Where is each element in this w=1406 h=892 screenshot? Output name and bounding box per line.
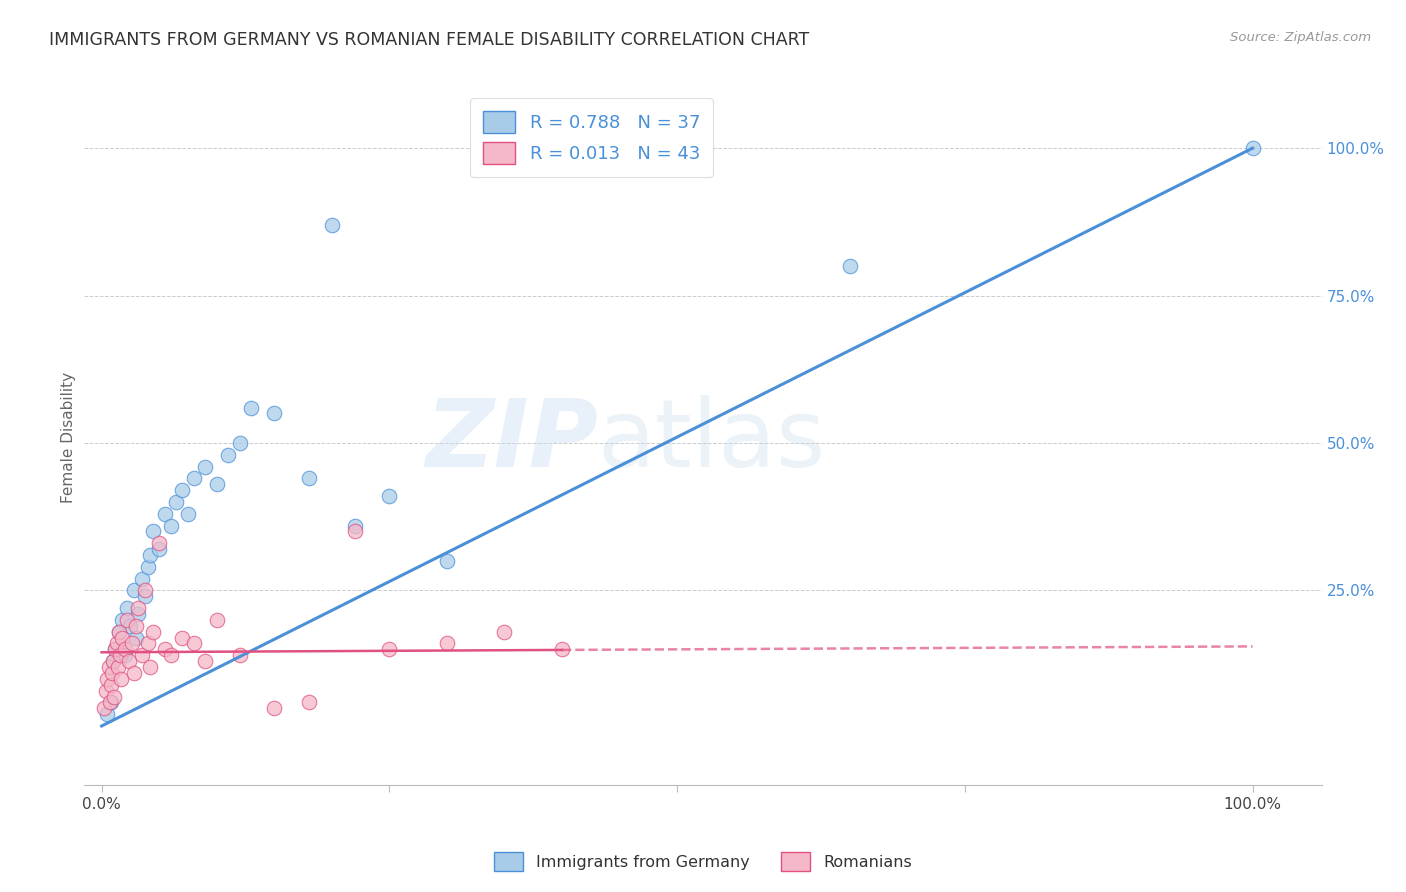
Point bbox=[134, 589, 156, 603]
Point bbox=[436, 554, 458, 568]
Point bbox=[177, 507, 200, 521]
Point bbox=[378, 489, 401, 503]
Text: Source: ZipAtlas.com: Source: ZipAtlas.com bbox=[1230, 31, 1371, 45]
Point bbox=[134, 583, 156, 598]
Point bbox=[343, 524, 366, 539]
Point bbox=[93, 701, 115, 715]
Point bbox=[98, 695, 121, 709]
Point bbox=[96, 672, 118, 686]
Point bbox=[100, 678, 122, 692]
Point bbox=[148, 536, 170, 550]
Point bbox=[321, 218, 343, 232]
Point bbox=[136, 636, 159, 650]
Point bbox=[107, 660, 129, 674]
Point bbox=[114, 642, 136, 657]
Point bbox=[110, 672, 132, 686]
Point bbox=[159, 648, 181, 663]
Text: ZIP: ZIP bbox=[425, 394, 598, 486]
Point bbox=[136, 559, 159, 574]
Point bbox=[172, 483, 194, 497]
Point bbox=[263, 701, 285, 715]
Point bbox=[131, 572, 153, 586]
Legend: Immigrants from Germany, Romanians: Immigrants from Germany, Romanians bbox=[488, 845, 918, 878]
Point bbox=[139, 548, 162, 562]
Point bbox=[127, 601, 149, 615]
Point bbox=[118, 654, 141, 668]
Point bbox=[343, 518, 366, 533]
Point bbox=[125, 631, 148, 645]
Point bbox=[96, 707, 118, 722]
Point bbox=[122, 583, 145, 598]
Point bbox=[205, 613, 228, 627]
Point bbox=[494, 624, 516, 639]
Point bbox=[153, 642, 176, 657]
Point bbox=[122, 665, 145, 680]
Point bbox=[240, 401, 263, 415]
Point bbox=[121, 636, 143, 650]
Point bbox=[194, 459, 217, 474]
Point bbox=[105, 636, 128, 650]
Point bbox=[551, 642, 574, 657]
Point bbox=[436, 636, 458, 650]
Point bbox=[101, 654, 124, 668]
Point bbox=[103, 690, 125, 704]
Text: atlas: atlas bbox=[598, 394, 827, 486]
Point bbox=[165, 495, 187, 509]
Point bbox=[108, 624, 131, 639]
Point bbox=[148, 542, 170, 557]
Point bbox=[139, 660, 162, 674]
Point bbox=[298, 471, 321, 485]
Text: IMMIGRANTS FROM GERMANY VS ROMANIAN FEMALE DISABILITY CORRELATION CHART: IMMIGRANTS FROM GERMANY VS ROMANIAN FEMA… bbox=[49, 31, 810, 49]
Point bbox=[108, 624, 131, 639]
Point bbox=[172, 631, 194, 645]
Point bbox=[838, 259, 860, 273]
Y-axis label: Female Disability: Female Disability bbox=[60, 371, 76, 503]
Point bbox=[378, 642, 401, 657]
Point bbox=[159, 518, 181, 533]
Point bbox=[263, 407, 285, 421]
Point bbox=[127, 607, 149, 621]
Point bbox=[104, 642, 127, 657]
Point bbox=[229, 648, 252, 663]
Point bbox=[205, 477, 228, 491]
Point bbox=[115, 601, 138, 615]
Point bbox=[1241, 141, 1264, 155]
Point bbox=[111, 613, 134, 627]
Point bbox=[96, 683, 118, 698]
Point bbox=[194, 654, 217, 668]
Point bbox=[125, 619, 148, 633]
Point bbox=[111, 631, 134, 645]
Point bbox=[104, 642, 127, 657]
Point bbox=[100, 695, 122, 709]
Point bbox=[97, 660, 120, 674]
Point bbox=[108, 648, 131, 663]
Point bbox=[183, 471, 205, 485]
Point bbox=[298, 695, 321, 709]
Point bbox=[183, 636, 205, 650]
Point bbox=[101, 665, 124, 680]
Point bbox=[115, 613, 138, 627]
Point bbox=[229, 436, 252, 450]
Point bbox=[217, 448, 239, 462]
Point bbox=[142, 624, 165, 639]
Point bbox=[120, 619, 142, 633]
Point bbox=[114, 648, 136, 663]
Point bbox=[131, 648, 153, 663]
Point bbox=[142, 524, 165, 539]
Point bbox=[101, 654, 124, 668]
Point bbox=[153, 507, 176, 521]
